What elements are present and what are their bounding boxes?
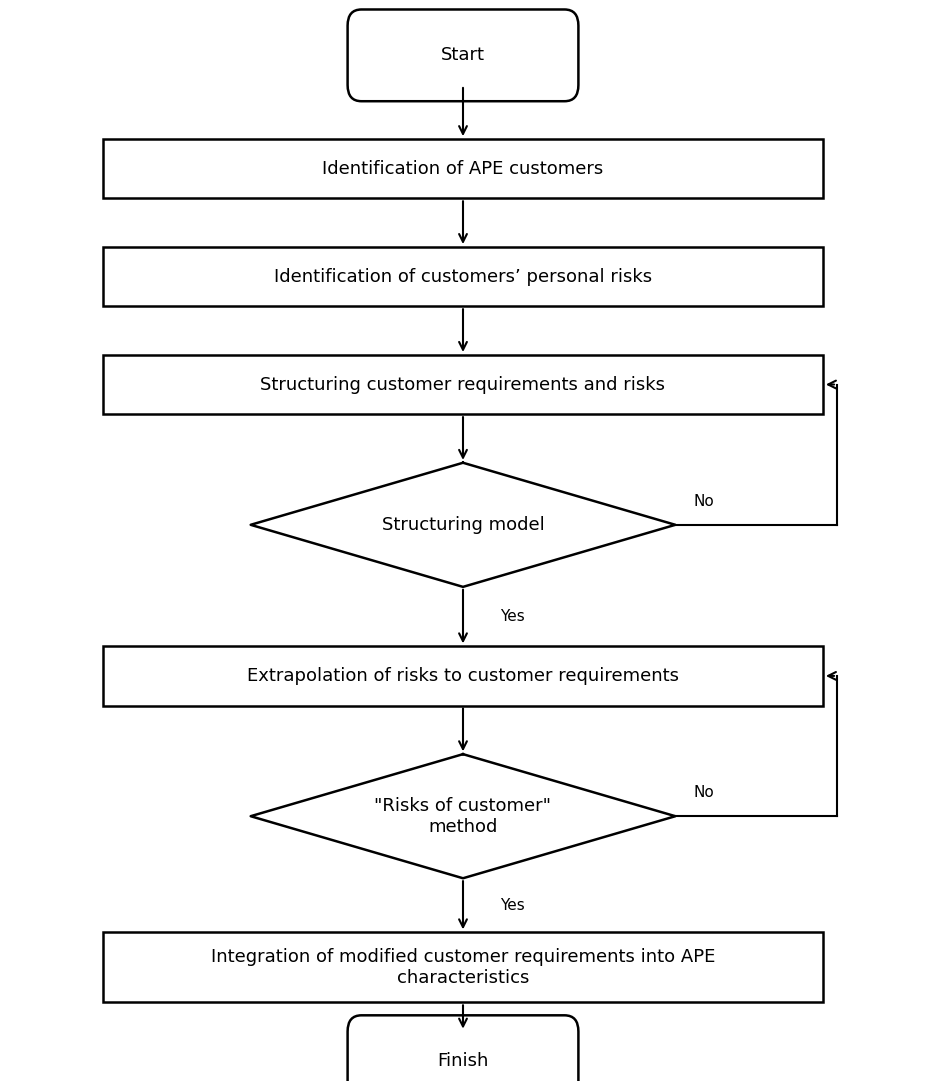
Bar <box>103 247 823 306</box>
Bar <box>103 355 823 414</box>
Text: Structuring customer requirements and risks: Structuring customer requirements and ri… <box>260 375 666 394</box>
Text: Yes: Yes <box>500 898 525 913</box>
Bar <box>103 933 823 1002</box>
Text: Finish: Finish <box>437 1052 489 1070</box>
Text: Identification of customers’ personal risks: Identification of customers’ personal ri… <box>274 267 652 286</box>
Text: Identification of APE customers: Identification of APE customers <box>322 160 604 177</box>
Text: Integration of modified customer requirements into APE
characteristics: Integration of modified customer require… <box>211 948 715 987</box>
FancyBboxPatch shape <box>347 10 579 102</box>
Bar <box>103 138 823 198</box>
Text: Extrapolation of risks to customer requirements: Extrapolation of risks to customer requi… <box>247 667 679 685</box>
Text: Start: Start <box>441 47 485 64</box>
Text: No: No <box>694 786 715 800</box>
Text: No: No <box>694 493 715 509</box>
Text: Yes: Yes <box>500 609 525 624</box>
FancyBboxPatch shape <box>347 1015 579 1082</box>
Text: Structuring model: Structuring model <box>382 516 544 533</box>
Text: "Risks of customer"
method: "Risks of customer" method <box>374 796 552 835</box>
Bar <box>103 646 823 705</box>
Polygon shape <box>251 463 675 586</box>
Polygon shape <box>251 754 675 879</box>
